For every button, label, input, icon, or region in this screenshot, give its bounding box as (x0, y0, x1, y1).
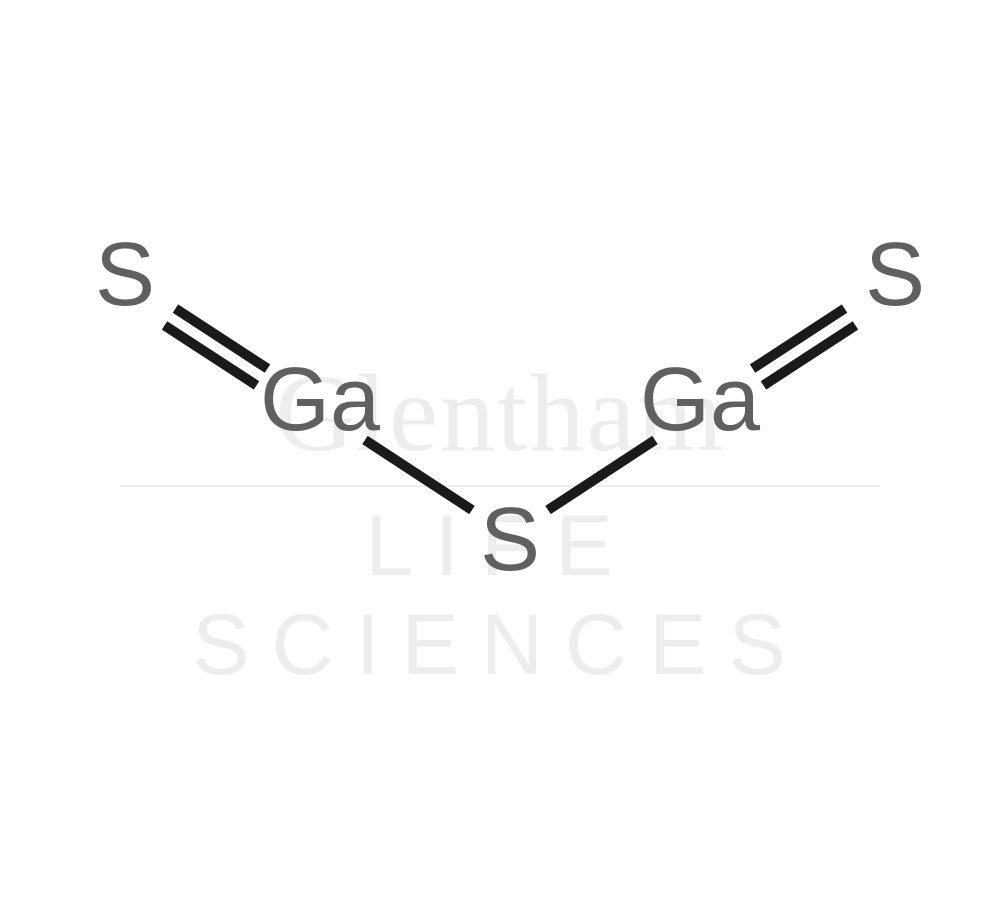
atom-sulfur-right: S (865, 230, 925, 320)
atom-gallium-right: Ga (640, 355, 760, 445)
atom-sulfur-left: S (95, 230, 155, 320)
molecule-diagram-canvas: { "canvas": { "width": 1000, "height": 9… (0, 0, 1000, 900)
atom-gallium-left: Ga (260, 355, 380, 445)
molecule-bonds (0, 0, 1000, 900)
atom-sulfur-center: S (480, 495, 540, 585)
